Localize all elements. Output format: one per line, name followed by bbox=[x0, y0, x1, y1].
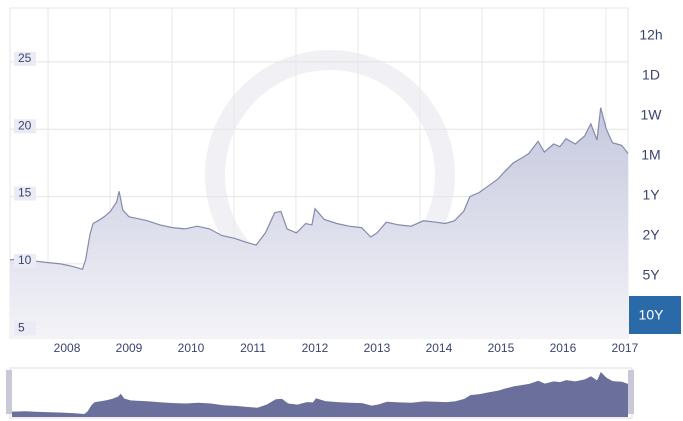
button-bg bbox=[629, 176, 681, 214]
button-bg bbox=[629, 296, 681, 334]
range-button[interactable]: 12h bbox=[629, 16, 681, 54]
y-tick-label: 10 bbox=[18, 253, 32, 267]
area bbox=[12, 372, 628, 417]
y-tick-label: 5 bbox=[18, 320, 25, 334]
range-button[interactable]: 5Y bbox=[629, 256, 681, 294]
y-tick-box bbox=[14, 186, 36, 201]
area bbox=[10, 107, 628, 338]
x-tick-label: 2008 bbox=[54, 341, 81, 355]
range-button[interactable]: 1Y bbox=[629, 176, 681, 214]
series bbox=[9, 107, 629, 338]
navigator-handle[interactable] bbox=[6, 370, 12, 414]
button-bg bbox=[629, 216, 681, 254]
button-bg bbox=[629, 256, 681, 294]
button-label: 5Y bbox=[642, 267, 660, 283]
range-button[interactable]: 1D bbox=[629, 56, 681, 94]
x-tick-label: 2012 bbox=[302, 341, 329, 355]
line bbox=[9, 107, 629, 271]
y-tick-box bbox=[14, 321, 36, 336]
x-tick-label: 2017 bbox=[612, 341, 639, 355]
range-button[interactable]: 1W bbox=[629, 96, 681, 134]
button-bg bbox=[629, 56, 681, 94]
range-button[interactable]: 2Y bbox=[629, 216, 681, 254]
range-button[interactable]: 10Y bbox=[629, 296, 681, 334]
x-tick-label: 2009 bbox=[116, 341, 143, 355]
y-tick-label: 15 bbox=[18, 186, 32, 200]
button-label: 12h bbox=[639, 27, 662, 43]
button-bg bbox=[629, 136, 681, 174]
navigator-handle[interactable] bbox=[628, 370, 634, 414]
button-label: 1M bbox=[641, 147, 660, 163]
x-tick-label: 2014 bbox=[426, 341, 453, 355]
button-label: 1Y bbox=[642, 187, 660, 203]
button-label: 1W bbox=[641, 107, 663, 123]
y-tick-box bbox=[14, 51, 36, 66]
x-tick-label: 2015 bbox=[488, 341, 515, 355]
y-tick-label: 20 bbox=[18, 118, 32, 132]
x-tick-label: 2011 bbox=[240, 341, 266, 355]
button-bg bbox=[629, 96, 681, 134]
range-selector: 12h 1D 1W 1M 1Y 2Y 5Y 10Y bbox=[629, 16, 681, 334]
button-bg bbox=[629, 16, 681, 54]
x-tick-label: 2016 bbox=[550, 341, 577, 355]
y-tick-box bbox=[14, 253, 36, 268]
button-label: 2Y bbox=[642, 227, 660, 243]
x-tick-label: 2013 bbox=[364, 341, 391, 355]
range-button[interactable]: 1M bbox=[629, 136, 681, 174]
y-tick-label: 25 bbox=[18, 51, 32, 65]
x-tick-label: 2010 bbox=[178, 341, 205, 355]
navigator-series bbox=[12, 372, 628, 417]
button-label: 1D bbox=[642, 67, 660, 83]
button-label: 10Y bbox=[639, 307, 665, 323]
axis-labels: 5 10 15 20 25 2008 2009 2010 2011 2012 2013 2014 201… bbox=[14, 51, 639, 355]
y-tick-box bbox=[14, 119, 36, 134]
